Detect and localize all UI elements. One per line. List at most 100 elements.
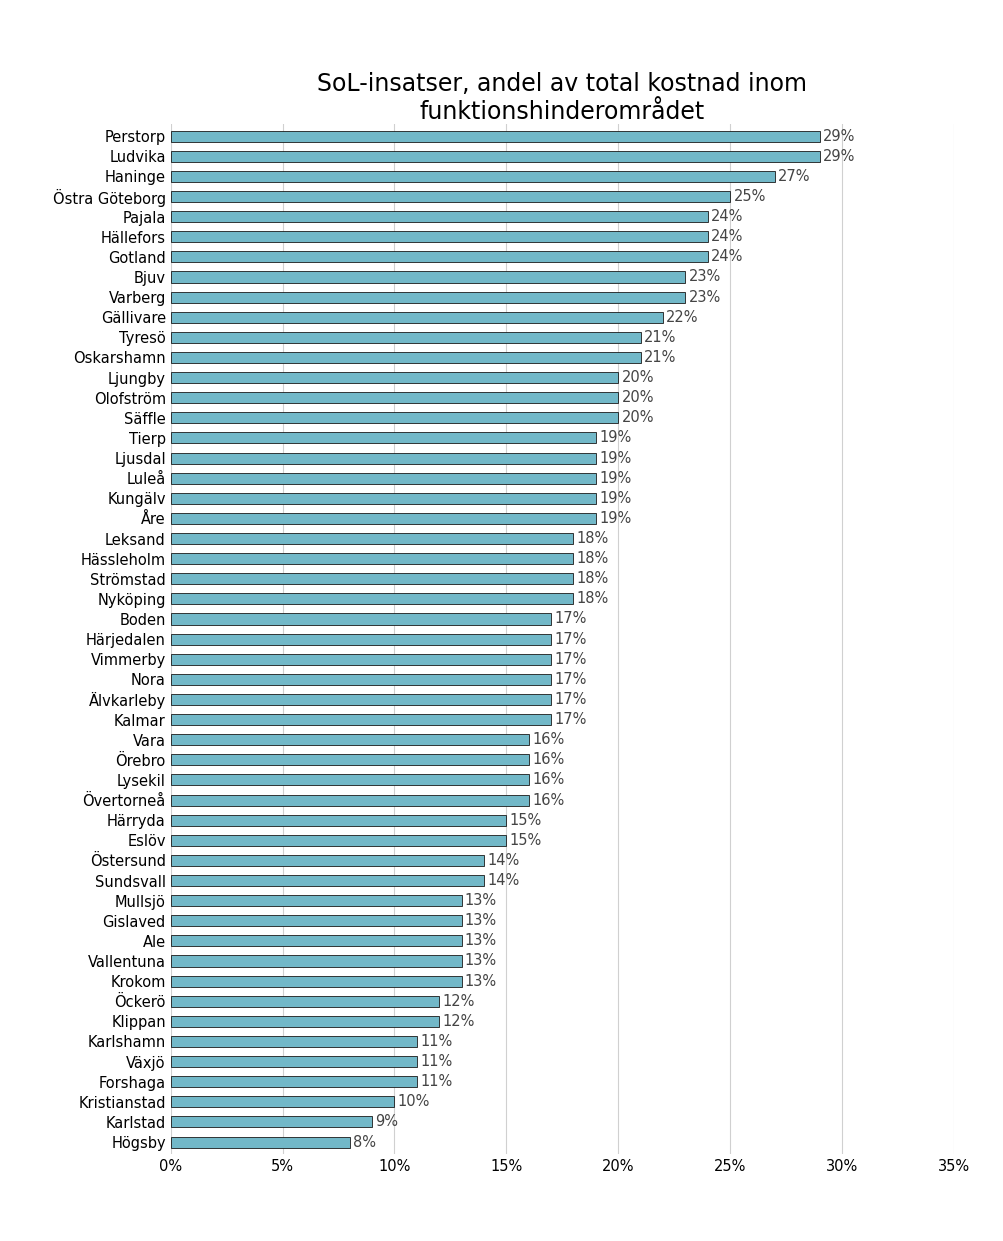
Text: 16%: 16% bbox=[532, 732, 564, 747]
Bar bbox=[171, 412, 618, 423]
Text: 21%: 21% bbox=[643, 350, 676, 365]
Text: 23%: 23% bbox=[688, 269, 720, 284]
Text: 25%: 25% bbox=[732, 189, 765, 204]
Text: 17%: 17% bbox=[554, 652, 586, 666]
Text: 18%: 18% bbox=[576, 571, 609, 586]
Text: 20%: 20% bbox=[621, 370, 653, 385]
Text: 17%: 17% bbox=[554, 612, 586, 627]
Text: 19%: 19% bbox=[599, 431, 631, 446]
Bar bbox=[171, 150, 818, 161]
Text: 13%: 13% bbox=[464, 974, 496, 989]
Bar bbox=[171, 975, 461, 987]
Bar bbox=[171, 875, 483, 886]
Text: 29%: 29% bbox=[822, 129, 855, 144]
Bar bbox=[171, 331, 640, 343]
Text: 19%: 19% bbox=[599, 470, 631, 485]
Bar bbox=[171, 814, 506, 825]
Text: 16%: 16% bbox=[532, 793, 564, 808]
Bar bbox=[171, 714, 551, 725]
Bar bbox=[171, 292, 685, 303]
Text: 20%: 20% bbox=[621, 411, 653, 426]
Text: 14%: 14% bbox=[486, 853, 519, 867]
Text: 13%: 13% bbox=[464, 953, 496, 968]
Text: 18%: 18% bbox=[576, 551, 609, 566]
Bar bbox=[171, 613, 551, 624]
Text: 13%: 13% bbox=[464, 913, 496, 928]
Text: 24%: 24% bbox=[710, 230, 742, 244]
Bar bbox=[171, 1117, 372, 1128]
Bar bbox=[171, 1016, 438, 1026]
Bar bbox=[171, 956, 461, 967]
Bar bbox=[171, 573, 573, 585]
Text: 11%: 11% bbox=[419, 1034, 452, 1049]
Bar bbox=[171, 915, 461, 926]
Bar bbox=[171, 211, 707, 222]
Text: 20%: 20% bbox=[621, 390, 653, 406]
Bar bbox=[171, 593, 573, 604]
Bar bbox=[171, 252, 707, 262]
Bar bbox=[171, 995, 438, 1006]
Bar bbox=[171, 1036, 416, 1047]
Bar bbox=[171, 130, 818, 141]
Bar bbox=[171, 1096, 394, 1107]
Bar bbox=[171, 936, 461, 947]
Text: 22%: 22% bbox=[666, 310, 698, 325]
Text: 17%: 17% bbox=[554, 632, 586, 647]
Bar bbox=[171, 654, 551, 665]
Text: 16%: 16% bbox=[532, 752, 564, 767]
Bar bbox=[171, 372, 618, 383]
Bar bbox=[171, 674, 551, 685]
Text: 17%: 17% bbox=[554, 671, 586, 686]
Text: 17%: 17% bbox=[554, 712, 586, 727]
Text: 10%: 10% bbox=[397, 1095, 429, 1109]
Text: 24%: 24% bbox=[710, 210, 742, 225]
Text: 19%: 19% bbox=[599, 511, 631, 526]
Bar bbox=[171, 553, 573, 565]
Text: 14%: 14% bbox=[486, 872, 519, 889]
Text: 15%: 15% bbox=[510, 813, 542, 828]
Bar bbox=[171, 895, 461, 906]
Text: 19%: 19% bbox=[599, 450, 631, 465]
Bar bbox=[171, 171, 774, 182]
Bar bbox=[171, 392, 618, 403]
Bar bbox=[171, 231, 707, 242]
Text: 13%: 13% bbox=[464, 894, 496, 908]
Bar bbox=[171, 694, 551, 705]
Bar bbox=[171, 432, 595, 443]
Bar bbox=[171, 1137, 349, 1148]
Bar bbox=[171, 272, 685, 283]
Text: 27%: 27% bbox=[777, 169, 809, 184]
Bar bbox=[171, 735, 529, 746]
Text: 11%: 11% bbox=[419, 1075, 452, 1090]
Text: 18%: 18% bbox=[576, 592, 609, 607]
Bar bbox=[171, 532, 573, 544]
Bar bbox=[171, 1056, 416, 1067]
Text: 17%: 17% bbox=[554, 692, 586, 707]
Bar bbox=[171, 794, 529, 805]
Bar bbox=[171, 835, 506, 846]
Bar bbox=[171, 1076, 416, 1087]
Bar bbox=[171, 311, 662, 323]
Text: 18%: 18% bbox=[576, 531, 609, 546]
Bar bbox=[171, 473, 595, 484]
Text: 12%: 12% bbox=[442, 1014, 474, 1029]
Text: 12%: 12% bbox=[442, 994, 474, 1009]
Bar bbox=[171, 755, 529, 766]
Text: 19%: 19% bbox=[599, 490, 631, 506]
Text: 23%: 23% bbox=[688, 289, 720, 304]
Bar bbox=[171, 513, 595, 524]
Text: 9%: 9% bbox=[375, 1114, 398, 1129]
Text: 16%: 16% bbox=[532, 772, 564, 788]
Bar bbox=[171, 191, 729, 202]
Text: 21%: 21% bbox=[643, 330, 676, 345]
Text: 11%: 11% bbox=[419, 1054, 452, 1069]
Bar bbox=[171, 855, 483, 866]
Text: 29%: 29% bbox=[822, 149, 855, 164]
Bar bbox=[171, 453, 595, 464]
Bar bbox=[171, 774, 529, 786]
Bar bbox=[171, 352, 640, 364]
Title: SoL-insatser, andel av total kostnad inom
funktionshinderområdet: SoL-insatser, andel av total kostnad ino… bbox=[317, 72, 806, 124]
Text: 15%: 15% bbox=[510, 833, 542, 848]
Bar bbox=[171, 634, 551, 644]
Text: 13%: 13% bbox=[464, 933, 496, 948]
